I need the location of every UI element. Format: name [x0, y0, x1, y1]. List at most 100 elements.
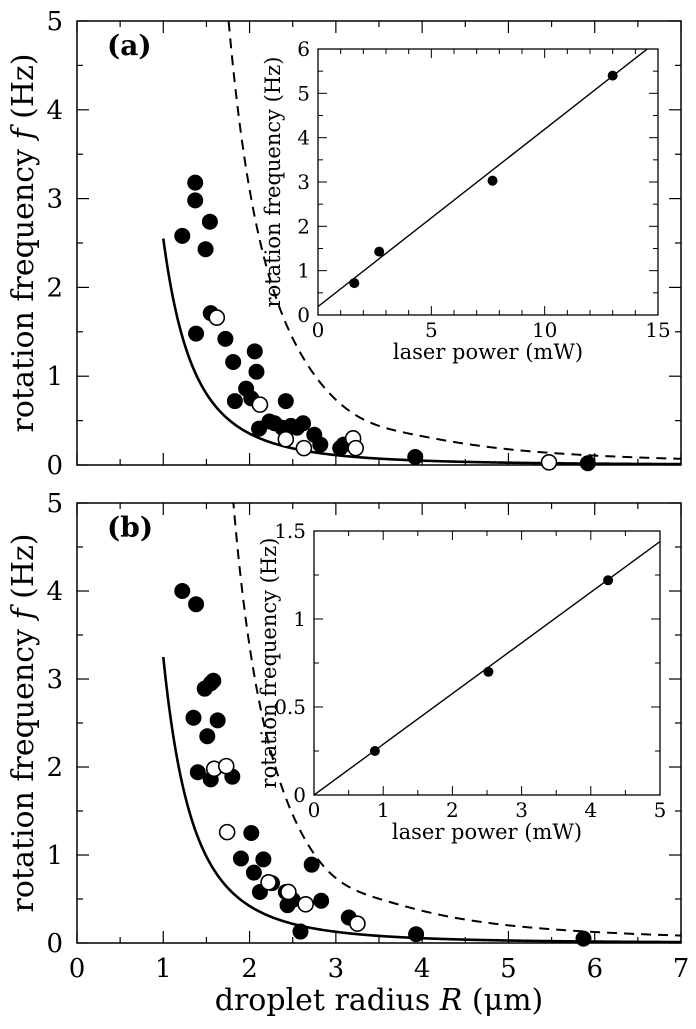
inset-y-tick-label: 0.5 — [274, 695, 306, 719]
inset: 0 1 2 3 4 5 0 0.5 1 1.5 laser power (mW) rotation f… — [257, 519, 666, 844]
y-tick-label: 5 — [46, 489, 63, 519]
y-tick-label: 4 — [46, 577, 63, 607]
data-point-filled — [246, 343, 263, 360]
x-axis-label-unit: (μm) — [462, 983, 543, 1018]
data-point-open — [540, 454, 558, 471]
inset-y-tick-label: 2 — [297, 214, 310, 238]
data-point-filled — [188, 596, 205, 613]
data-point-filled — [199, 728, 216, 745]
data-point-filled — [187, 174, 204, 191]
y-axis-label: rotation frequency f (Hz) — [6, 53, 41, 432]
inset-fit-line — [318, 49, 649, 308]
data-point-filled — [189, 764, 206, 781]
inset-y-tick-label: 1 — [293, 607, 306, 631]
data-point-filled — [187, 192, 204, 209]
data-point-filled — [188, 325, 205, 342]
data-point-filled — [407, 449, 424, 466]
data-point-filled — [243, 825, 260, 841]
data-point-open — [295, 439, 313, 457]
data-point-open — [260, 873, 277, 891]
data-point-filled — [255, 851, 272, 868]
data-point-open — [347, 439, 365, 457]
inset-x-tick-label: 0 — [308, 798, 321, 822]
inset-x-tick-label: 5 — [425, 318, 438, 342]
inset-data-point — [487, 175, 498, 186]
inset-y-axis-label: rotation frequency (Hz) — [257, 538, 281, 789]
inset-data-point — [374, 246, 385, 257]
panel-label: (b) — [107, 511, 153, 544]
inset-x-tick-label: 2 — [446, 798, 459, 822]
data-point-filled — [232, 850, 249, 867]
panel-b: 0 1 2 3 4 5 0 1 2 3 4 5 6 7 rotation frequency f (Hz) d… — [6, 489, 689, 1018]
y-tick-label: 0 — [46, 929, 63, 959]
x-tick-label: 1 — [155, 954, 172, 984]
inset-data-point — [369, 746, 380, 756]
inset-x-tick-label: 0 — [312, 318, 325, 342]
data-point-filled — [575, 930, 592, 947]
data-point-filled — [174, 227, 191, 244]
inset-y-tick-label: 4 — [297, 126, 310, 150]
inset-data-point — [349, 278, 360, 289]
inset-y-tick-label: 0 — [297, 303, 310, 327]
x-tick-label: 5 — [500, 954, 517, 984]
inset-x-tick-label: 1 — [377, 798, 390, 822]
inset-x-tick-label: 10 — [532, 318, 557, 342]
inset: 0 5 10 15 0 1 2 3 4 5 6 laser power (mW) rotation fr… — [261, 37, 671, 364]
inset-x-axis-label: laser power (mW) — [393, 340, 583, 364]
data-point-filled — [209, 712, 226, 729]
data-point-open — [208, 309, 226, 326]
y-tick-label: 1 — [46, 362, 63, 392]
data-point-open — [217, 757, 235, 775]
inset-y-tick-label: 1 — [297, 259, 310, 283]
inset-data-point — [607, 70, 618, 81]
data-point-open — [251, 396, 269, 413]
x-axis-label: droplet radius R (μm) — [215, 983, 544, 1018]
data-point-filled — [245, 864, 262, 881]
data-point-filled — [277, 393, 294, 410]
inset-fit — [318, 49, 649, 308]
data-point-filled — [579, 455, 596, 472]
inset-y-tick-label: 5 — [297, 81, 310, 105]
data-point-filled — [292, 923, 309, 940]
inset-y-tick-label: 3 — [297, 170, 310, 194]
data-point-filled — [312, 436, 329, 453]
x-axis-label-text: droplet radius — [215, 983, 440, 1018]
data-point-filled — [225, 353, 242, 370]
inset-data-point — [603, 575, 614, 586]
data-point-filled — [408, 926, 425, 943]
fit-dashed-curve — [232, 503, 682, 937]
data-point-open — [277, 430, 295, 448]
data-point-filled — [313, 892, 330, 909]
inset-x-axis-label: laser power (mW) — [392, 820, 582, 844]
y-tick-label: 2 — [46, 273, 63, 303]
y-tick-label: 3 — [46, 185, 63, 215]
y-tick-label: 0 — [46, 451, 63, 481]
data-point-open — [349, 915, 366, 932]
data-point-filled — [248, 363, 265, 380]
y-tick-label: 3 — [46, 665, 63, 695]
x-axis-label-symbol: R — [439, 983, 463, 1018]
inset-frame — [313, 530, 661, 796]
inset-x-tick-label: 3 — [515, 798, 528, 822]
inset-y-tick-label: 6 — [297, 37, 310, 61]
data-point-filled — [295, 415, 312, 432]
x-tick-label: 0 — [69, 954, 86, 984]
inset-y-tick-label: 1.5 — [274, 519, 306, 543]
data-point-open — [280, 883, 297, 901]
y-axis-label-unit: (Hz) — [6, 533, 41, 608]
x-tick-label: 2 — [241, 954, 258, 984]
fit-dashed-curve — [227, 21, 682, 460]
y-tick-label: 1 — [46, 841, 63, 871]
y-tick-label: 4 — [46, 96, 63, 126]
x-tick-label: 3 — [328, 954, 345, 984]
data-point-filled — [174, 583, 191, 599]
data-point-open — [297, 895, 314, 913]
data-point-filled — [226, 393, 243, 410]
y-axis-label-text: rotation frequency — [6, 140, 41, 433]
y-axis-label: rotation frequency f (Hz) — [6, 533, 41, 912]
data-point-filled — [205, 672, 222, 689]
panel-label: (a) — [107, 29, 152, 62]
inset-y-axis-label: rotation frequency (Hz) — [261, 57, 285, 308]
